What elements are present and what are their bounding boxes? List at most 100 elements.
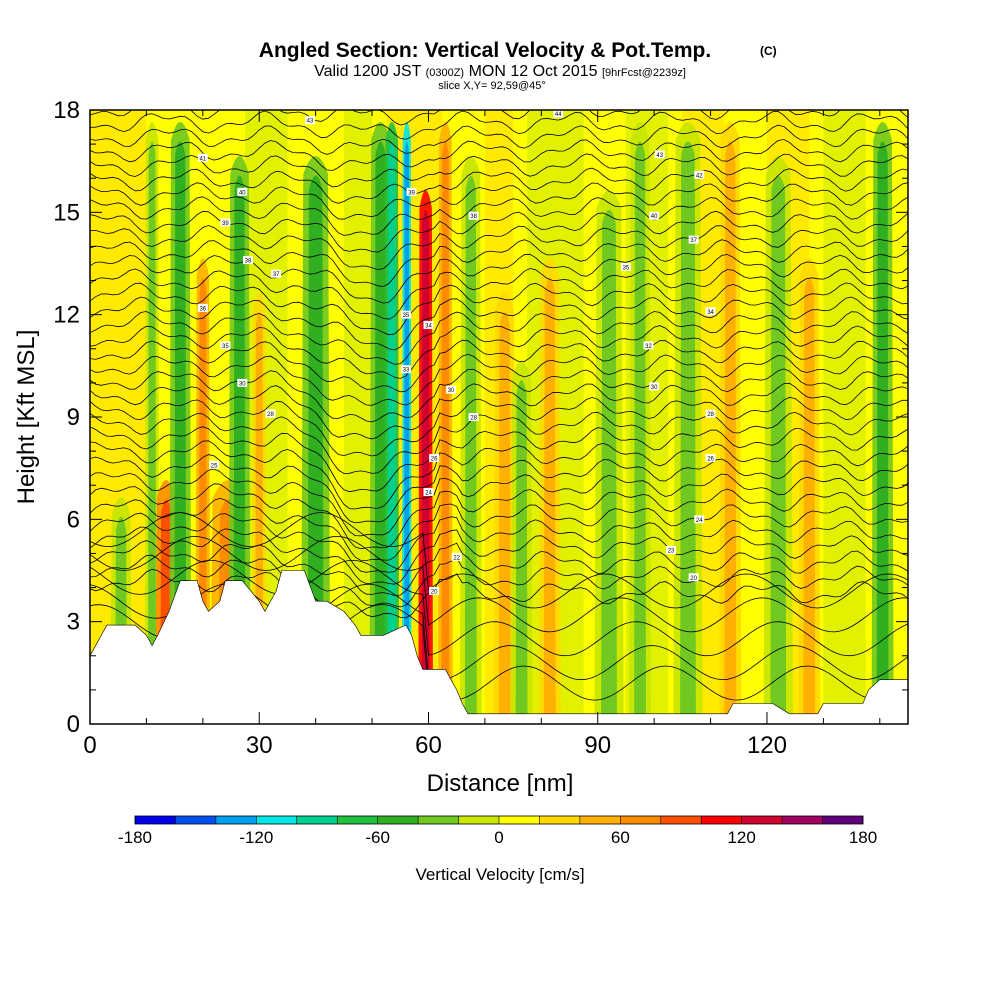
theta-label-bg <box>265 409 276 418</box>
theta-contour-low <box>90 560 908 657</box>
theta-label-bg <box>643 341 654 350</box>
theta-label-bg <box>666 546 677 555</box>
velocity-band-core <box>174 141 187 724</box>
theta-label: 20 <box>690 576 697 582</box>
theta-contour <box>90 512 908 573</box>
colorbar-swatch <box>782 816 823 824</box>
theta-label-bg <box>688 235 699 244</box>
colorbar-tick-label: 0 <box>494 828 503 847</box>
subtitle-valid: Valid 1200 JST <box>314 63 422 80</box>
theta-contour <box>90 353 908 406</box>
chart-title: Angled Section: Vertical Velocity & Pot.… <box>259 39 711 62</box>
chart-title-unit: (C) <box>760 44 777 58</box>
theta-label: 23 <box>668 549 675 555</box>
y-tick-label: 6 <box>67 506 80 533</box>
velocity-band-core <box>543 277 556 724</box>
theta-contour <box>90 268 908 320</box>
colorbar-tick-label: 180 <box>849 828 877 847</box>
theta-label: 42 <box>696 173 703 179</box>
colorbar-tick-label: -60 <box>365 828 390 847</box>
theta-label: 30 <box>239 381 246 387</box>
theta-label: 33 <box>403 368 410 374</box>
theta-contour <box>90 325 908 379</box>
theta-label: 40 <box>239 190 246 196</box>
field-wash-column <box>132 110 147 724</box>
velocity-band-core <box>634 141 646 724</box>
theta-contour <box>90 167 908 204</box>
theta-label: 41 <box>199 156 206 162</box>
theta-label-bg <box>423 320 434 329</box>
y-tick-label: 0 <box>67 711 80 738</box>
theta-label-bg <box>688 573 699 582</box>
theta-contour <box>90 554 908 608</box>
subtitle-forecast: [9hrFcst@2239z] <box>602 67 686 79</box>
theta-label-bg <box>220 341 231 350</box>
colorbar-swatch <box>499 816 540 824</box>
theta-contour <box>90 526 908 585</box>
plot-area: 43 44 41 43 42 40 39 38 39 40 37 38 37 35 36 35 34 34 35 32… <box>90 110 908 724</box>
x-tick-label: 120 <box>747 732 787 759</box>
theta-label: 20 <box>431 589 438 595</box>
velocity-band-core <box>876 141 889 724</box>
theta-contour <box>90 311 908 365</box>
theta-contour <box>90 196 908 236</box>
colorbar: -180 -120 -60 0 60 120 180 <box>118 815 877 847</box>
theta-label: 26 <box>707 456 714 462</box>
colorbar-swatch <box>620 816 661 824</box>
x-axis-label: Distance [nm] <box>427 770 574 797</box>
theta-label-bg <box>400 365 411 374</box>
theta-label: 25 <box>211 463 218 469</box>
theta-label: 24 <box>425 491 432 497</box>
theta-label: 30 <box>651 385 658 391</box>
theta-contour <box>90 426 908 493</box>
colorbar-swatch <box>256 816 297 824</box>
theta-label-bg <box>705 453 716 462</box>
velocity-band-core <box>421 209 430 724</box>
theta-label-bg <box>220 218 231 227</box>
theta-label: 43 <box>307 119 314 125</box>
velocity-band-core <box>404 141 410 724</box>
terrain-mask <box>90 570 908 724</box>
theta-label-bg <box>654 150 665 159</box>
velocity-band-core <box>601 209 617 724</box>
velocity-band-core <box>441 141 450 724</box>
velocity-band-core <box>803 277 816 724</box>
theta-label-bg <box>468 413 479 421</box>
theta-label: 37 <box>273 272 280 278</box>
theta-contour <box>90 382 908 440</box>
velocity-band-core <box>374 141 387 724</box>
x-axis-ticks: 0 30 60 90 120 <box>83 110 881 759</box>
colorbar-swatch <box>822 816 863 824</box>
theta-contour <box>90 225 908 270</box>
theta-contour <box>90 483 908 550</box>
colorbar-swatch <box>458 816 499 824</box>
theta-contour <box>90 253 908 304</box>
theta-label: 43 <box>656 153 663 159</box>
theta-label: 30 <box>448 388 455 394</box>
theta-label-bg <box>694 515 705 524</box>
theta-label: 34 <box>707 310 714 316</box>
colorbar-tick-label: 120 <box>727 828 755 847</box>
field-wash-column <box>837 110 852 724</box>
colorbar-swatch <box>377 816 419 824</box>
theta-label: 39 <box>222 221 229 227</box>
subtitle-zulu: (0300Z) <box>426 67 465 79</box>
y-tick-label: 18 <box>53 97 80 124</box>
theta-label-bg <box>468 211 479 220</box>
x-tick-label: 60 <box>415 732 442 759</box>
theta-contour <box>90 153 908 188</box>
colorbar-swatch <box>337 816 378 824</box>
theta-label: 32 <box>645 344 652 350</box>
colorbar-tick-label: -120 <box>239 828 273 847</box>
y-tick-label: 12 <box>53 302 80 329</box>
velocity-band-core <box>770 175 787 724</box>
theta-label-bg <box>197 303 208 312</box>
theta-contour <box>90 568 908 619</box>
theta-label-bg <box>406 187 417 196</box>
theta-label-bg <box>649 382 660 391</box>
theta-label: 22 <box>453 555 460 561</box>
theta-label-bg <box>553 110 564 118</box>
theta-contour <box>90 468 908 537</box>
theta-label: 35 <box>623 265 630 271</box>
